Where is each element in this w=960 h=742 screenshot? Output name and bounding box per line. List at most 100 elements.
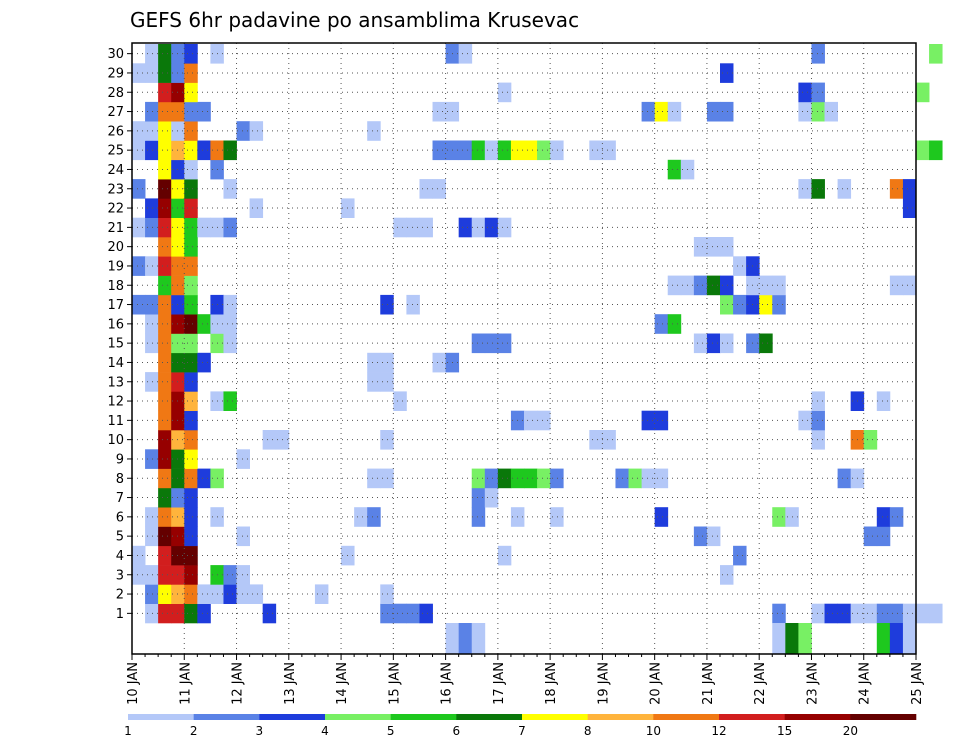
colorbar-swatch (653, 714, 720, 720)
heatmap-cell (223, 391, 237, 411)
heatmap-cell (184, 449, 198, 469)
y-tick-label: 9 (116, 452, 124, 467)
heatmap-cell (654, 101, 669, 122)
colorbar-label: 4 (321, 724, 329, 738)
heatmap-cell (406, 217, 420, 238)
y-tick-label: 8 (116, 472, 124, 487)
heatmap-cell (550, 507, 564, 527)
colorbar-swatch (719, 714, 785, 720)
heatmap-cell (654, 314, 669, 334)
heatmap-cell (419, 179, 433, 199)
heatmap-cell (902, 179, 917, 199)
heatmap-cell (471, 333, 486, 354)
heatmap-cell (889, 275, 904, 296)
heatmap-cell (471, 140, 486, 161)
heatmap-cell (184, 526, 198, 547)
heatmap-cell (497, 82, 512, 103)
heatmap-cell (158, 565, 172, 585)
heatmap-cell (184, 275, 198, 296)
heatmap-cell (132, 121, 146, 141)
heatmap-cell (537, 468, 551, 489)
heatmap-cell (184, 391, 198, 411)
heatmap-cell (145, 217, 159, 238)
heatmap-cell (432, 179, 446, 199)
colorbar-swatch (128, 714, 194, 720)
heatmap-cells (132, 44, 943, 654)
heatmap-cell (693, 526, 708, 547)
heatmap-cell (145, 314, 159, 334)
heatmap-cell (628, 468, 642, 489)
heatmap-cell (393, 217, 407, 238)
heatmap-cell (184, 487, 198, 508)
heatmap-cell (811, 430, 825, 450)
heatmap-cell (837, 603, 852, 624)
heatmap-cell (811, 391, 825, 411)
heatmap-cell (772, 507, 786, 527)
heatmap-cell (785, 623, 799, 654)
y-tick-label: 10 (107, 433, 124, 448)
colorbar-label: 8 (584, 724, 592, 738)
heatmap-cell (720, 294, 734, 315)
heatmap-cell (484, 140, 499, 161)
colorbar-label: 12 (711, 724, 726, 738)
heatmap-cell (537, 140, 551, 161)
heatmap-cell (759, 333, 773, 354)
heatmap-cell (458, 217, 473, 238)
heatmap-cell (406, 294, 420, 315)
heatmap-cell (184, 159, 198, 180)
heatmap-cell (497, 545, 512, 566)
y-tick-label: 4 (116, 549, 124, 564)
colorbar-swatch (456, 714, 523, 720)
heatmap-cell (406, 603, 420, 624)
heatmap-cell (158, 584, 172, 604)
heatmap-cell (367, 507, 381, 527)
heatmap-cell (184, 545, 198, 566)
heatmap-cell (158, 526, 172, 547)
heatmap-cell (889, 507, 904, 527)
heatmap-cell (158, 352, 172, 373)
heatmap-cell (236, 584, 250, 604)
heatmap-cell (145, 584, 159, 604)
heatmap-cell (902, 198, 917, 218)
heatmap-cell (458, 140, 473, 161)
heatmap-cell (132, 179, 146, 199)
dotted-grid (132, 43, 916, 654)
heatmap-cell (484, 487, 499, 508)
heatmap-cell (772, 623, 786, 654)
heatmap-cell (484, 333, 499, 354)
heatmap-cell (367, 352, 381, 373)
colorbar-label: 6 (453, 724, 461, 738)
heatmap-cell (367, 121, 381, 141)
heatmap-cell (811, 603, 825, 624)
x-tick-label: 12 JAN (231, 662, 246, 705)
heatmap-cell (145, 603, 159, 624)
heatmap-cell (471, 487, 486, 508)
heatmap-cell (145, 101, 159, 122)
heatmap-cell (641, 468, 656, 489)
heatmap-cell (497, 217, 512, 238)
colorbar-label: 15 (777, 724, 792, 738)
y-axis: 1234567891011121314151617181920212223242… (107, 47, 132, 622)
heatmap-cell (223, 333, 237, 354)
heatmap-cell (158, 237, 172, 257)
heatmap-cell (497, 468, 512, 489)
heatmap-cell (706, 101, 721, 122)
heatmap-cell (772, 603, 786, 624)
heatmap-cell (145, 63, 159, 83)
heatmap-cell (158, 294, 172, 315)
heatmap-cell (184, 140, 198, 161)
heatmap-cell (184, 584, 198, 604)
heatmap-cell (158, 468, 172, 489)
y-tick-label: 5 (116, 530, 124, 545)
colorbar-swatch (587, 714, 654, 720)
heatmap-cell (145, 198, 159, 218)
colorbar-swatch (850, 714, 917, 720)
heatmap-cell (223, 217, 237, 238)
heatmap-cell (132, 565, 146, 585)
y-tick-label: 6 (116, 510, 124, 525)
heatmap-cell (184, 121, 198, 141)
heatmap-cell (158, 487, 172, 508)
heatmap-cell (876, 603, 891, 624)
heatmap-cell (184, 507, 198, 527)
